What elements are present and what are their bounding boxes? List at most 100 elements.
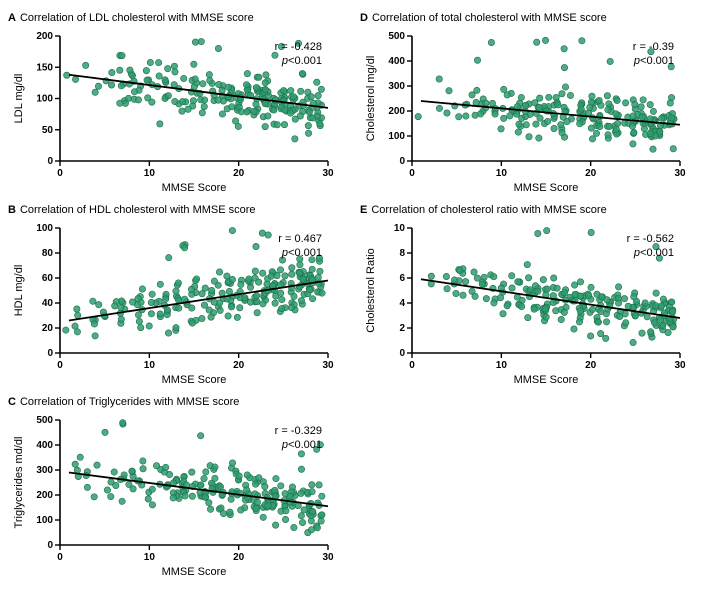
data-point [657,317,663,323]
panel-d: DCorrelation of total cholesterol with M… [360,12,700,196]
x-tick-label: 0 [409,168,415,179]
data-point [632,313,638,319]
data-point [639,114,645,120]
stat-p: p<0.001 [633,247,674,259]
data-point [604,93,610,99]
data-point [135,295,141,301]
data-point [185,106,191,112]
data-point [272,52,278,58]
data-point [179,108,185,114]
data-point [629,123,635,129]
data-point [446,88,452,94]
data-point [181,245,187,251]
data-point [179,98,185,104]
x-axis-label: MMSE Score [162,182,227,194]
panel-letter: A [8,12,16,24]
data-point [542,37,548,43]
data-point [492,111,498,117]
data-point [613,126,619,132]
data-point [277,290,283,296]
x-tick-label: 20 [585,168,597,179]
data-point [102,429,108,435]
y-axis-label: Cholesterol Ratio [365,248,377,332]
data-point [630,113,636,119]
data-point [650,146,656,152]
data-point [244,472,250,478]
data-point [472,293,478,299]
data-point [653,302,659,308]
data-point [262,101,268,107]
data-point [589,93,595,99]
data-point [277,267,283,273]
data-point [555,102,561,108]
data-point [146,323,152,329]
data-point [309,115,315,121]
data-point [129,468,135,474]
data-point [243,487,249,493]
data-point [262,86,268,92]
data-point [297,270,303,276]
data-point [577,279,583,285]
scatter-plot: 02468100102030MMSE ScoreCholesterol Rati… [360,218,690,388]
y-tick-label: 40 [42,298,54,309]
data-point [543,227,549,233]
data-point [254,292,260,298]
data-point [632,101,638,107]
data-point [117,67,123,73]
data-point [428,273,434,279]
data-point [606,101,612,107]
data-point [292,136,298,142]
data-point [149,291,155,297]
y-axis-label: Cholesterol mg/dl [365,56,377,142]
data-point [164,307,170,313]
data-point [509,273,515,279]
y-tick-label: 100 [36,223,53,234]
data-point [298,466,304,472]
y-axis-label: LDL mg/dl [13,74,25,124]
data-point [265,232,271,238]
data-point [206,307,212,313]
data-point [135,312,141,318]
data-point [165,93,171,99]
data-point [238,281,244,287]
x-tick-label: 20 [233,360,245,371]
data-point [577,308,583,314]
stat-p: p<0.001 [281,55,322,67]
y-tick-label: 6 [399,273,405,284]
y-tick-label: 0 [47,348,53,359]
data-point [631,129,637,135]
data-point [198,38,204,44]
data-point [644,314,650,320]
panel-letter: E [360,204,367,216]
data-point [554,285,560,291]
data-point [558,122,564,128]
data-point [630,141,636,147]
data-point [247,284,253,290]
data-point [149,486,155,492]
data-point [216,81,222,87]
data-point [238,507,244,513]
data-point [598,294,604,300]
data-point [279,296,285,302]
data-point [104,487,110,493]
panel-b: BCorrelation of HDL cholesterol with MMS… [8,204,348,388]
data-point [143,67,149,73]
y-tick-label: 20 [42,323,54,334]
data-point [473,99,479,105]
data-point [297,88,303,94]
data-point [265,113,271,119]
data-point [603,319,609,325]
data-point [551,125,557,131]
data-point [546,94,552,100]
data-point [282,273,288,279]
data-point [255,279,261,285]
y-tick-label: 100 [36,94,53,105]
data-point [243,82,249,88]
data-point [444,286,450,292]
data-point [235,123,241,129]
data-point [621,295,627,301]
y-tick-label: 4 [399,298,405,309]
data-point [145,496,151,502]
panel-title: ACorrelation of LDL cholesterol with MMS… [8,12,348,24]
data-point [314,525,320,531]
